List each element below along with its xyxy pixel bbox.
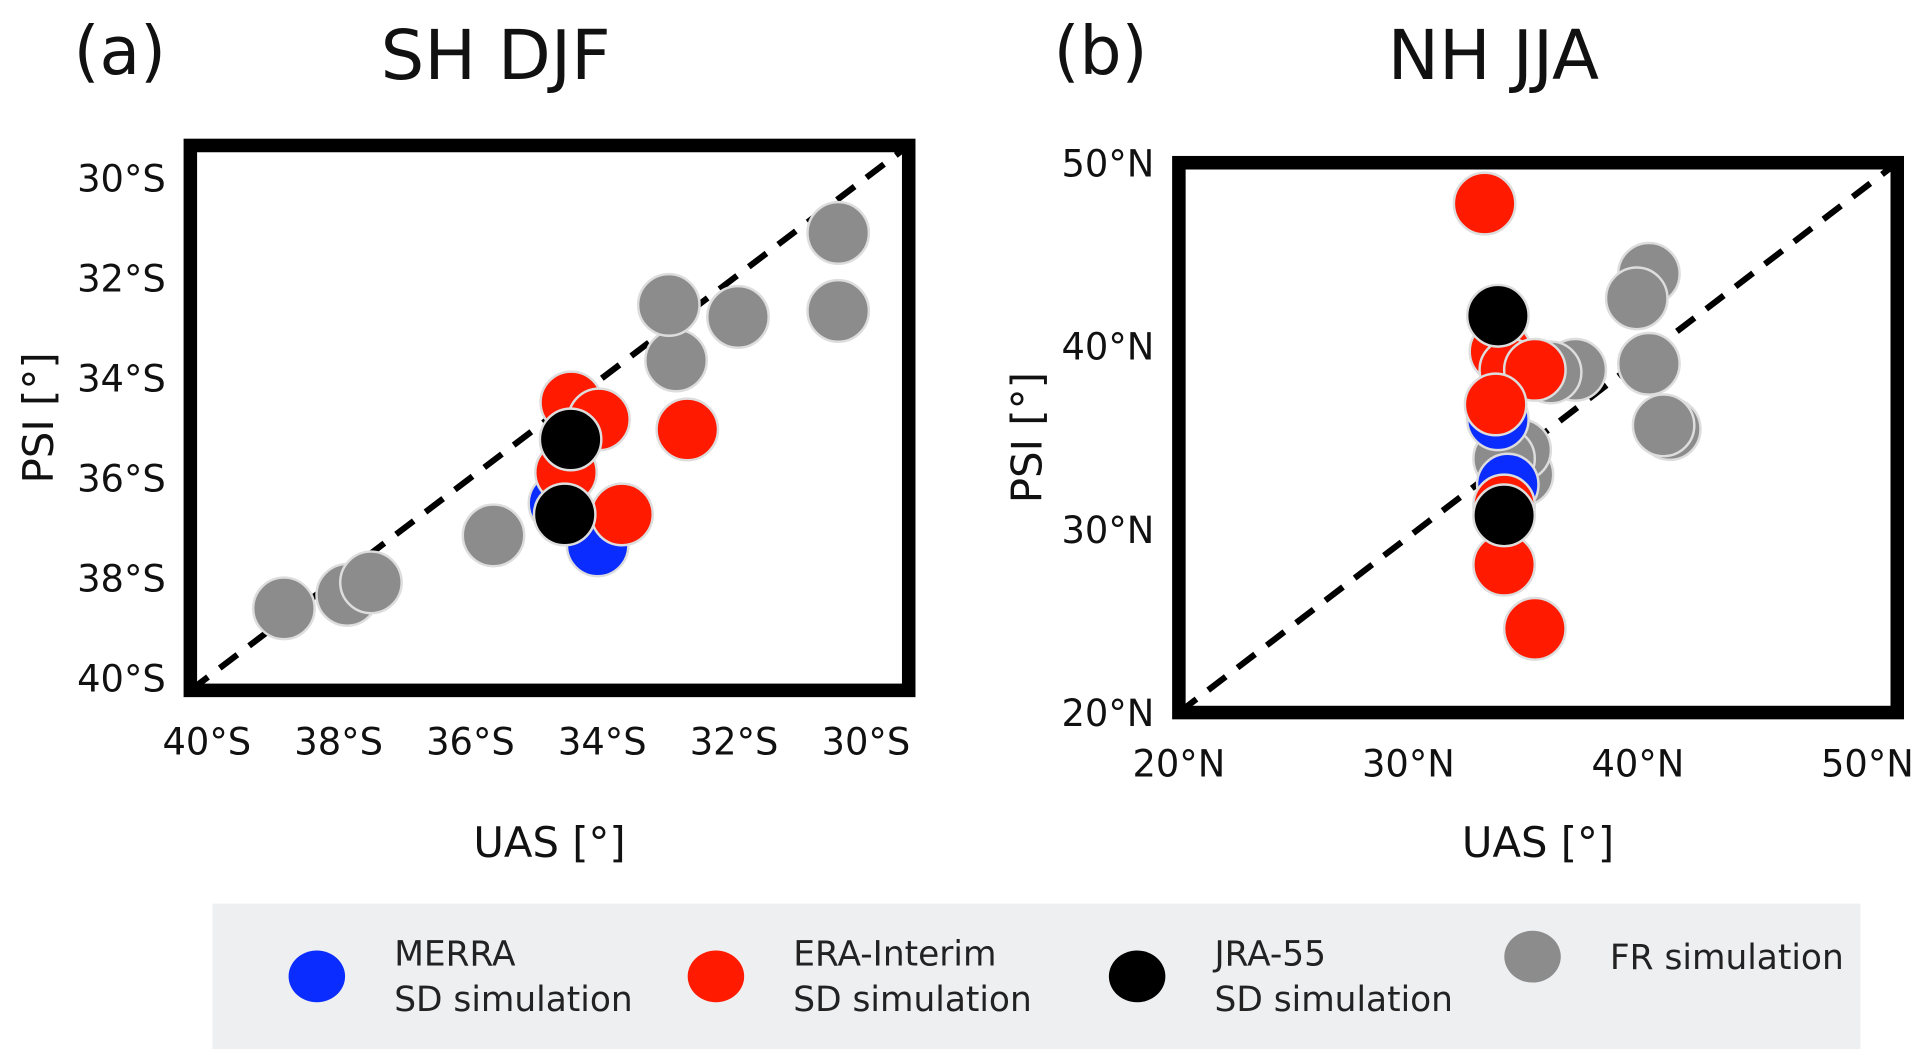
y-tick-label: 38°S <box>77 557 166 600</box>
y-axis-label: PSI [°] <box>1002 372 1051 503</box>
x-tick-label: 40°N <box>1591 743 1684 786</box>
x-axis-label: UAS [°] <box>1462 818 1614 867</box>
data-point <box>251 576 316 641</box>
data-point <box>532 482 597 547</box>
data-point <box>1463 372 1528 437</box>
data-point <box>1472 483 1537 548</box>
x-tick-label: 30°N <box>1362 743 1455 786</box>
legend-marker <box>288 950 346 1003</box>
data-point <box>338 550 403 615</box>
plot-frame <box>1172 155 1905 720</box>
x-tick-label: 34°S <box>558 720 647 763</box>
data-point <box>636 272 701 337</box>
data-point <box>706 284 770 349</box>
data-point <box>806 278 871 343</box>
x-tick-label: 32°S <box>690 720 779 763</box>
legend: MERRA SD simulation ERA-Interim SD simula… <box>212 903 1861 1050</box>
y-tick-label: 36°S <box>77 457 166 500</box>
chart-title: NH JJA <box>1388 16 1599 96</box>
legend-label: JRA-55 SD simulation <box>1214 933 1453 1020</box>
legend-label: MERRA SD simulation <box>394 933 633 1020</box>
y-tick-label: 40°S <box>77 657 166 700</box>
y-tick-label: 40°N <box>1061 326 1154 369</box>
x-tick-label: 20°N <box>1132 743 1225 786</box>
y-tick-label: 30°S <box>77 157 166 200</box>
y-axis-label: PSI [°] <box>14 352 63 483</box>
legend-marker <box>1504 930 1561 983</box>
legend-label: FR simulation <box>1609 936 1844 977</box>
plot-frame <box>183 138 916 698</box>
x-tick-label: 40°S <box>162 720 251 763</box>
chart-title: SH DJF <box>381 16 611 96</box>
legend-item: ERA-Interim SD simulation <box>687 931 1039 1022</box>
legend-marker <box>1108 950 1166 1003</box>
charts: (a) SH DJF UAS [°] PSI [°] 40°S 38°S 36°S 34°S 3… <box>14 12 1914 867</box>
x-tick-label: 36°S <box>426 720 515 763</box>
legend-item: JRA-55 SD simulation <box>1108 931 1460 1022</box>
y-tick-label: 20°N <box>1061 692 1154 735</box>
data-point <box>1452 171 1517 236</box>
data-point <box>1502 596 1567 661</box>
panel-label: (a) <box>74 12 166 90</box>
x-tick-label: 38°S <box>294 720 383 763</box>
data-point <box>590 482 654 547</box>
data-point <box>806 200 871 266</box>
y-tick-label: 50°N <box>1061 142 1154 185</box>
panel-label: (b) <box>1054 12 1148 90</box>
x-tick-label: 30°S <box>822 720 911 763</box>
data-point <box>655 397 720 462</box>
data-point <box>1465 283 1530 348</box>
data-point <box>1616 331 1681 396</box>
y-tick-label: 32°S <box>77 257 166 300</box>
data-point <box>538 407 603 472</box>
legend-item: MERRA SD simulation <box>288 931 640 1022</box>
x-tick-label: 50°N <box>1821 743 1914 786</box>
legend-item: FR simulation <box>1504 930 1855 983</box>
y-tick-label: 34°S <box>77 357 166 400</box>
legend-label: ERA-Interim SD simulation <box>793 933 1032 1020</box>
data-point <box>1604 266 1669 331</box>
x-axis-label: UAS [°] <box>473 818 625 867</box>
data-point <box>644 328 708 393</box>
data-point <box>1631 393 1696 458</box>
legend-marker <box>687 950 745 1003</box>
y-tick-label: 30°N <box>1061 509 1154 552</box>
data-point <box>461 503 526 568</box>
